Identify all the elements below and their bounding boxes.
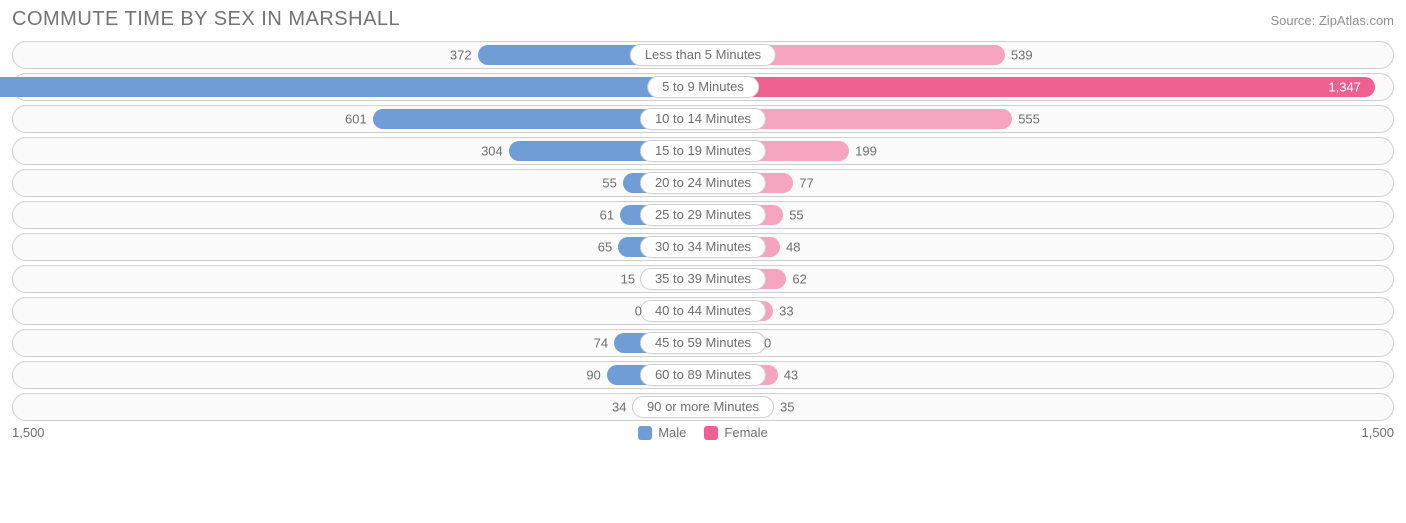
- value-female: 62: [792, 272, 806, 287]
- chart-row: 45 to 59 Minutes 74 0: [12, 329, 1394, 357]
- category-label: 30 to 34 Minutes: [640, 236, 766, 258]
- value-female: 77: [799, 176, 813, 191]
- legend-male: Male: [638, 425, 686, 440]
- chart-row: 35 to 39 Minutes 15 62: [12, 265, 1394, 293]
- legend-male-swatch: [638, 426, 652, 440]
- value-male: 74: [594, 336, 608, 351]
- value-male: 61: [600, 208, 614, 223]
- legend-female-label: Female: [724, 425, 767, 440]
- legend: Male Female: [638, 425, 768, 440]
- legend-female: Female: [704, 425, 767, 440]
- value-female: 199: [855, 144, 877, 159]
- chart-title: COMMUTE TIME BY SEX IN MARSHALL: [12, 8, 400, 31]
- value-female: 539: [1011, 48, 1033, 63]
- axis-left-label: 1,500: [12, 425, 45, 440]
- axis-right-label: 1,500: [1361, 425, 1394, 440]
- chart-row: 10 to 14 Minutes 601 555: [12, 105, 1394, 133]
- value-male: 34: [612, 400, 626, 415]
- category-label: 40 to 44 Minutes: [640, 300, 766, 322]
- value-male: 372: [450, 48, 472, 63]
- value-male: 601: [345, 112, 367, 127]
- category-label: 25 to 29 Minutes: [640, 204, 766, 226]
- category-label: 10 to 14 Minutes: [640, 108, 766, 130]
- value-female: 33: [779, 304, 793, 319]
- chart-row: 15 to 19 Minutes 304 199: [12, 137, 1394, 165]
- chart-header: COMMUTE TIME BY SEX IN MARSHALL Source: …: [12, 8, 1394, 31]
- value-male: 0: [635, 304, 642, 319]
- value-female: 48: [786, 240, 800, 255]
- value-female: 35: [780, 400, 794, 415]
- chart-row: Less than 5 Minutes 372 539: [12, 41, 1394, 69]
- chart-row: 30 to 34 Minutes 65 48: [12, 233, 1394, 261]
- value-female: 555: [1018, 112, 1040, 127]
- value-male: 65: [598, 240, 612, 255]
- value-female: 55: [789, 208, 803, 223]
- category-label: 15 to 19 Minutes: [640, 140, 766, 162]
- chart-footer: 1,500 Male Female 1,500: [12, 425, 1394, 440]
- category-label: 5 to 9 Minutes: [647, 76, 759, 98]
- value-female: 1,347: [1328, 80, 1361, 95]
- legend-female-swatch: [704, 426, 718, 440]
- value-female: 0: [764, 336, 771, 351]
- chart-source: Source: ZipAtlas.com: [1270, 13, 1394, 28]
- value-female: 43: [784, 368, 798, 383]
- chart-rows: Less than 5 Minutes3725395 to 9 Minutes1…: [12, 41, 1394, 421]
- category-label: 35 to 39 Minutes: [640, 268, 766, 290]
- category-label: Less than 5 Minutes: [630, 44, 776, 66]
- category-label: 90 or more Minutes: [632, 396, 774, 418]
- chart-row: 60 to 89 Minutes 90 43: [12, 361, 1394, 389]
- category-label: 20 to 24 Minutes: [640, 172, 766, 194]
- chart-row: 20 to 24 Minutes 55 77: [12, 169, 1394, 197]
- chart-row: 25 to 29 Minutes 61 55: [12, 201, 1394, 229]
- value-male: 304: [481, 144, 503, 159]
- chart-row: 40 to 44 Minutes0 33: [12, 297, 1394, 325]
- bar-female: [703, 77, 1375, 97]
- chart-row: 90 or more Minutes 34 35: [12, 393, 1394, 421]
- category-label: 45 to 59 Minutes: [640, 332, 766, 354]
- value-male: 90: [586, 368, 600, 383]
- bar-male: [0, 77, 703, 97]
- chart-row: 5 to 9 Minutes1,4631,347: [12, 73, 1394, 101]
- value-male: 55: [602, 176, 616, 191]
- category-label: 60 to 89 Minutes: [640, 364, 766, 386]
- legend-male-label: Male: [658, 425, 686, 440]
- value-male: 15: [621, 272, 635, 287]
